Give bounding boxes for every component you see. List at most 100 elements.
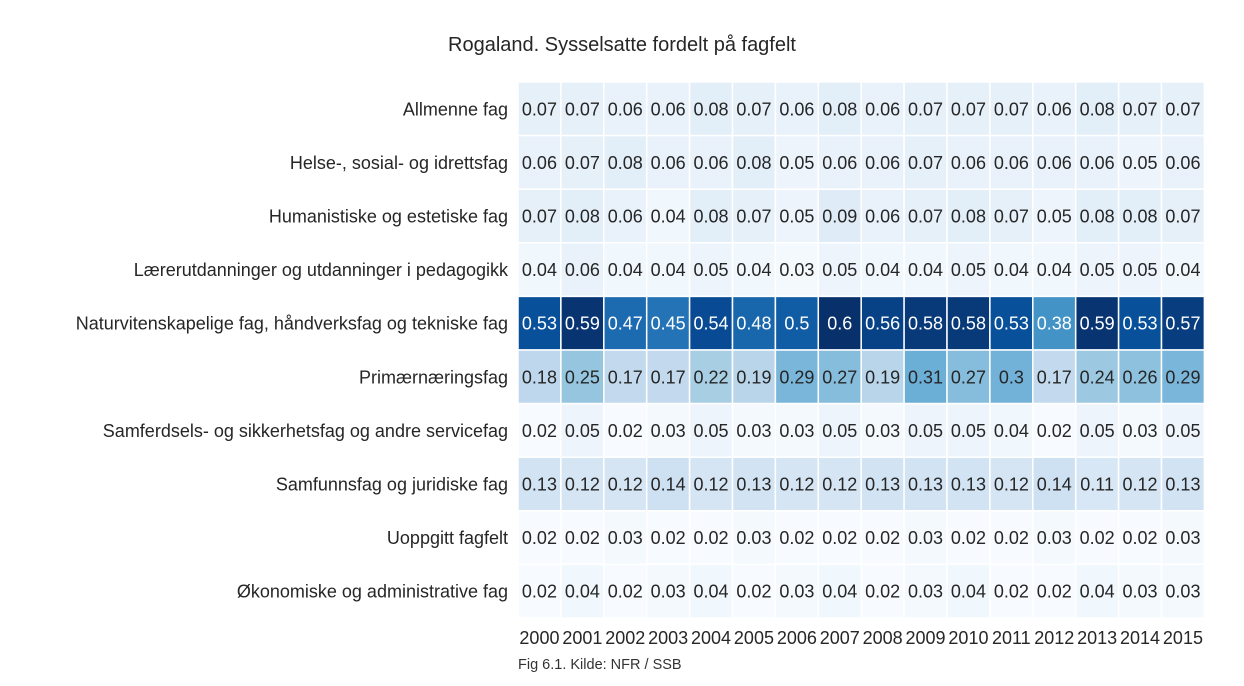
heatmap-cell: [603, 295, 648, 351]
cell-value-label: 0.06: [522, 153, 557, 173]
heatmap-cell: [603, 134, 648, 190]
cell-value-label: 0.12: [565, 475, 600, 495]
heatmap-cell: [817, 81, 862, 137]
x-tick-label: 2015: [1163, 628, 1203, 648]
cell-value-label: 0.06: [1037, 153, 1072, 173]
cell-value-label: 0.02: [1123, 528, 1158, 548]
cell-value-label: 0.29: [779, 367, 814, 387]
cell-value-label: 0.13: [1165, 475, 1200, 495]
y-tick-label: Primærnæringsfag: [359, 367, 508, 387]
cell-value-label: 0.05: [1080, 260, 1115, 280]
y-tick-label: Samfunnsfag og juridiske fag: [276, 475, 508, 495]
cell-value-label: 0.07: [951, 99, 986, 119]
heatmap-cell: [1160, 134, 1206, 190]
cell-value-label: 0.07: [736, 99, 771, 119]
cell-value-label: 0.02: [779, 528, 814, 548]
cell-value-label: 0.13: [908, 475, 943, 495]
heatmap-cell: [1160, 349, 1206, 405]
heatmap-cells: 0.07 0.07 0.06 0.06 0.08 0.07 0.06 0.08 0.06 0.07…: [517, 81, 1206, 619]
cell-value-label: 0.08: [736, 153, 771, 173]
cell-value-label: 0.03: [736, 528, 771, 548]
cell-value-label: 0.03: [1165, 528, 1200, 548]
heatmap-cell: [645, 456, 691, 512]
y-tick-label: Allmenne fag: [403, 99, 508, 119]
cell-value-label: 0.06: [994, 153, 1029, 173]
cell-value-label: 0.02: [994, 582, 1029, 602]
cell-value-label: 0.02: [694, 528, 729, 548]
cell-value-label: 0.02: [865, 582, 900, 602]
heatmap-cell: [989, 456, 1034, 512]
heatmap-cell: [989, 188, 1034, 244]
cell-value-label: 0.05: [1123, 153, 1158, 173]
cell-value-label: 0.53: [1123, 314, 1158, 334]
cell-value-label: 0.07: [1123, 99, 1158, 119]
cell-value-label: 0.07: [994, 207, 1029, 227]
cell-value-label: 0.03: [1037, 528, 1072, 548]
heatmap-cell: [946, 402, 991, 458]
cell-value-label: 0.02: [608, 582, 643, 602]
cell-value-label: 0.03: [651, 421, 686, 441]
cell-value-label: 0.08: [694, 99, 729, 119]
cell-value-label: 0.06: [865, 207, 900, 227]
heatmap-cell: [1160, 456, 1206, 512]
heatmap-cell: [774, 563, 820, 619]
heatmap-cell: [1032, 563, 1077, 619]
cell-value-label: 0.02: [1080, 528, 1115, 548]
heatmap-cell: [1160, 242, 1206, 298]
cell-value-label: 0.26: [1123, 367, 1158, 387]
heatmap-cell: [860, 563, 905, 619]
cell-value-label: 0.06: [1080, 153, 1115, 173]
heatmap-cell: [1160, 510, 1206, 566]
cell-value-label: 0.06: [651, 153, 686, 173]
x-tick-label: 2010: [948, 628, 988, 648]
x-tick-label: 2003: [648, 628, 688, 648]
cell-value-label: 0.07: [565, 153, 600, 173]
cell-value-label: 0.07: [994, 99, 1029, 119]
chart-title: Rogaland. Sysselsatte fordelt på fagfelt: [448, 34, 796, 56]
cell-value-label: 0.08: [694, 207, 729, 227]
heatmap-cell: [1074, 563, 1120, 619]
cell-value-label: 0.56: [865, 314, 900, 334]
cell-value-label: 0.48: [736, 314, 771, 334]
cell-value-label: 0.03: [779, 582, 814, 602]
heatmap-cell: [603, 242, 648, 298]
heatmap-cell: [903, 188, 948, 244]
cell-value-label: 0.05: [779, 207, 814, 227]
x-tick-label: 2001: [562, 628, 602, 648]
cell-value-label: 0.02: [1037, 421, 1072, 441]
cell-value-label: 0.18: [522, 367, 557, 387]
cell-value-label: 0.05: [951, 260, 986, 280]
cell-value-label: 0.07: [908, 207, 943, 227]
y-tick-label: Samferdsels- og sikkerhetsfag og andre s…: [103, 421, 508, 441]
cell-value-label: 0.02: [865, 528, 900, 548]
cell-value-label: 0.05: [779, 153, 814, 173]
heatmap-cell: [560, 402, 605, 458]
cell-value-label: 0.25: [565, 367, 600, 387]
cell-value-label: 0.08: [951, 207, 986, 227]
cell-value-label: 0.08: [1080, 207, 1115, 227]
cell-value-label: 0.05: [1123, 260, 1158, 280]
heatmap-cell: [1032, 295, 1077, 351]
cell-value-label: 0.05: [822, 421, 857, 441]
heatmap-cell: [860, 349, 905, 405]
cell-value-label: 0.04: [736, 260, 771, 280]
heatmap-cell: [1117, 456, 1163, 512]
cell-value-label: 0.04: [1080, 582, 1115, 602]
cell-value-label: 0.05: [694, 421, 729, 441]
x-tick-label: 2005: [734, 628, 774, 648]
cell-value-label: 0.12: [1123, 475, 1158, 495]
heatmap-cell: [1032, 81, 1077, 137]
x-tick-label: 2011: [992, 628, 1031, 648]
cell-value-label: 0.17: [651, 367, 686, 387]
cell-value-label: 0.05: [1165, 421, 1200, 441]
heatmap-cell: [774, 456, 820, 512]
cell-value-label: 0.3: [999, 367, 1024, 387]
cell-value-label: 0.11: [1080, 475, 1114, 495]
cell-value-label: 0.08: [822, 99, 857, 119]
heatmap-cell: [560, 188, 605, 244]
cell-value-label: 0.02: [651, 528, 686, 548]
cell-value-label: 0.04: [694, 582, 729, 602]
heatmap-cell: [517, 188, 562, 244]
cell-value-label: 0.02: [522, 421, 557, 441]
